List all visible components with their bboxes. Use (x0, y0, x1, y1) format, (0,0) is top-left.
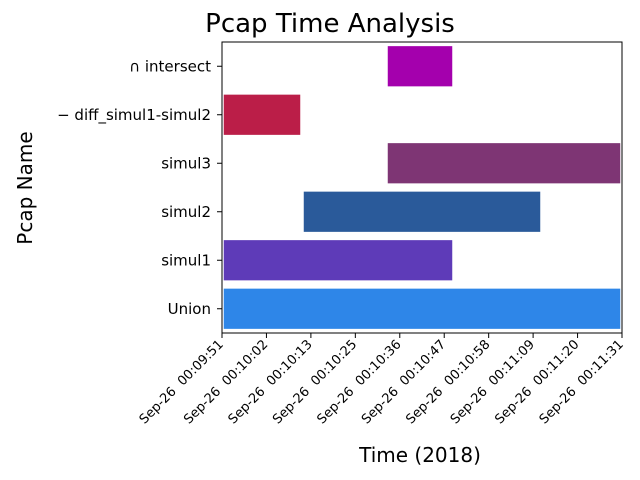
x-axis-label: Time (2018) (358, 443, 481, 467)
x-tick-label: Sep-26 00:11:09 (448, 337, 538, 427)
x-tick-label: Sep-26 00:10:02 (181, 337, 271, 427)
axes-frame (221, 41, 623, 334)
x-tick-label: Sep-26 00:10:58 (403, 337, 493, 427)
y-tick-label: simul3 (161, 154, 211, 172)
bar-3 (302, 190, 542, 234)
bar-4 (386, 141, 622, 185)
bar-2 (222, 238, 454, 282)
x-tick-label: Sep-26 00:10:25 (270, 337, 360, 427)
y-tick-label: Union (168, 300, 211, 318)
y-tick-label: − diff_simul1-simul2 (57, 106, 211, 125)
x-tick-label: Sep-26 00:10:13 (226, 337, 316, 427)
plot-frame (221, 41, 623, 334)
bars-layer (222, 44, 622, 331)
x-tick-label: Sep-26 00:09:51 (137, 337, 227, 427)
bar-6 (386, 44, 454, 88)
x-tick-label: Sep-26 00:11:31 (537, 337, 627, 427)
y-tick-label: simul2 (161, 203, 211, 221)
x-tick-label: Sep-26 00:10:36 (315, 337, 405, 427)
x-tick-label: Sep-26 00:10:47 (359, 337, 449, 427)
bar-1 (222, 287, 622, 331)
x-tick-label: Sep-26 00:11:20 (492, 337, 582, 427)
bar-5 (222, 93, 302, 137)
y-tick-label: simul1 (161, 251, 211, 269)
y-axis-label: Pcap Name (13, 131, 37, 244)
y-tick-label: ∩ intersect (129, 57, 211, 75)
y-tick-labels: Union simul1 simul2 simul3 − diff_simul1-sim… (57, 57, 222, 318)
chart-title: Pcap Time Analysis (205, 9, 455, 39)
